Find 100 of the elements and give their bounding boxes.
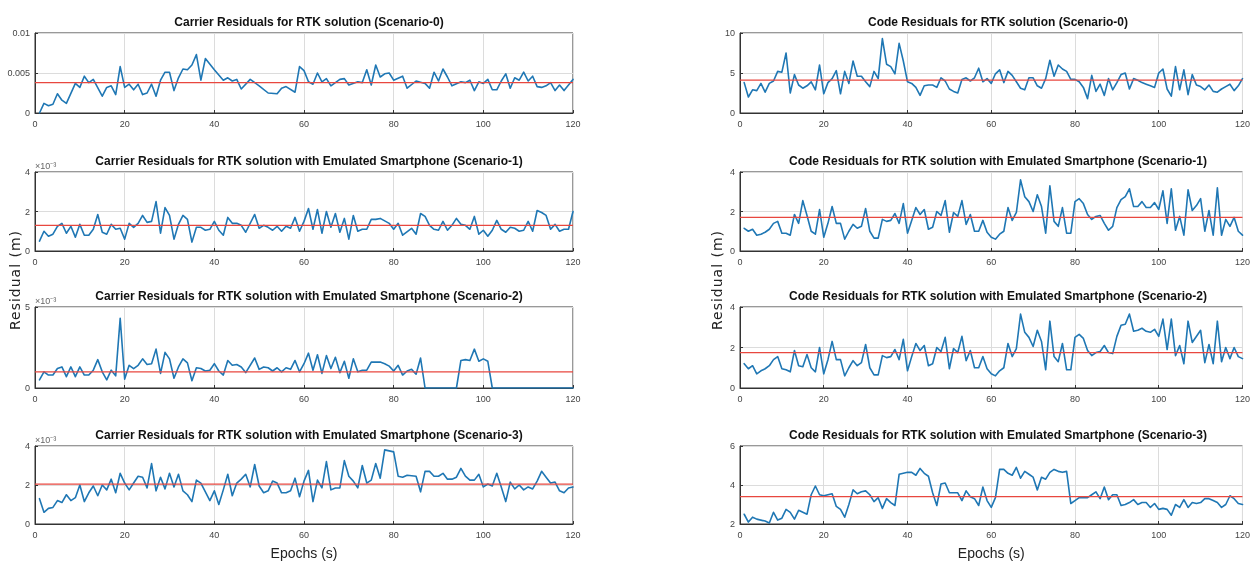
x-tick-label: 0 xyxy=(737,118,743,129)
x-tick-label: 20 xyxy=(119,256,130,267)
x-tick-label: 100 xyxy=(1151,393,1167,404)
y-tick-label: 0 xyxy=(24,383,30,393)
y-tick-label: 2 xyxy=(729,519,735,529)
x-tick-label: 120 xyxy=(565,393,581,404)
x-tick-label: 0 xyxy=(32,529,38,540)
x-tick-label: 60 xyxy=(986,393,997,404)
x-tick-label: 120 xyxy=(1234,393,1251,404)
text: ×10⁻³ xyxy=(35,434,57,445)
x-axis-title: Epochs (s) xyxy=(270,545,338,561)
x-tick-label: 40 xyxy=(902,393,913,404)
line-series xyxy=(743,466,1244,524)
x-tick-label: 20 xyxy=(119,118,130,129)
x-tick-label: 0 xyxy=(737,256,743,267)
x-tick-label: 0 xyxy=(737,529,743,540)
x-tick-label: 120 xyxy=(1234,529,1251,540)
x-tick-label: 0 xyxy=(737,393,743,404)
line-series xyxy=(743,313,1244,377)
chart-title: Code Residuals for RTK solution with Emulated Smartphone (Scenario-3) xyxy=(788,428,1208,442)
x-tick-label: 40 xyxy=(209,118,220,129)
chart-title: Carrier Residuals for RTK solution (Scenario-0) xyxy=(174,15,444,29)
y-tick-label: 0 xyxy=(24,519,30,529)
x-tick-label: 80 xyxy=(388,256,399,267)
y-tick-label: 0 xyxy=(729,383,735,393)
y-tick-label: 10 xyxy=(724,28,735,38)
chart-title: Code Residuals for RTK solution with Emulated Smartphone (Scenario-2) xyxy=(788,289,1208,303)
y-tick-label: 4 xyxy=(729,480,735,490)
text: ×10⁻³ xyxy=(35,295,57,306)
x-tick-label: 40 xyxy=(902,256,913,267)
x-tick-label: 100 xyxy=(475,118,491,129)
y-tick-label: 4 xyxy=(24,441,30,451)
x-tick-label: 60 xyxy=(298,529,310,540)
y-tick-label: 0.005 xyxy=(7,68,30,78)
y-tick-label: 2 xyxy=(729,342,735,353)
x-tick-label: 40 xyxy=(209,393,220,404)
x-tick-label: 20 xyxy=(119,529,130,540)
y-axis-title: Residual (m) xyxy=(7,229,23,331)
y-tick-label: 2 xyxy=(24,480,30,490)
line-series xyxy=(743,179,1244,240)
x-tick-label: 80 xyxy=(1069,529,1080,540)
x-tick-label: 100 xyxy=(475,529,491,540)
x-tick-label: 20 xyxy=(119,393,130,404)
x-tick-label: 100 xyxy=(1151,118,1167,129)
x-tick-label: 60 xyxy=(986,256,997,267)
chart-title: Carrier Residuals for RTK solution with Emulated Smartphone (Scenario-3) xyxy=(95,428,523,442)
x-tick-label: 40 xyxy=(209,256,220,267)
x-tick-label: 80 xyxy=(1069,393,1080,404)
x-tick-label: 60 xyxy=(986,529,997,540)
x-tick-label: 20 xyxy=(818,393,829,404)
y-tick-label: 2 xyxy=(24,206,30,217)
chart-title: Code Residuals for RTK solution (Scenario-0) xyxy=(867,15,1129,29)
x-tick-label: 20 xyxy=(818,529,829,540)
line-series xyxy=(38,317,574,389)
y-tick-label: 5 xyxy=(729,68,735,78)
x-tick-label: 20 xyxy=(818,118,829,129)
x-tick-label: 80 xyxy=(1069,118,1080,129)
x-tick-label: 40 xyxy=(902,118,913,129)
x-tick-label: 60 xyxy=(986,118,997,129)
x-tick-label: 120 xyxy=(565,256,581,267)
x-tick-label: 120 xyxy=(565,529,581,540)
x-tick-label: 80 xyxy=(388,118,399,129)
y-tick-label: 2 xyxy=(729,206,735,217)
x-tick-label: 80 xyxy=(388,393,399,404)
x-tick-label: 0 xyxy=(32,393,38,404)
x-tick-label: 100 xyxy=(475,393,491,404)
x-tick-label: 40 xyxy=(209,529,220,540)
x-tick-label: 60 xyxy=(298,393,310,404)
x-tick-label: 100 xyxy=(1151,529,1167,540)
x-tick-label: 80 xyxy=(1069,256,1080,267)
x-tick-label: 80 xyxy=(388,529,399,540)
x-tick-label: 120 xyxy=(1234,256,1251,267)
text: ×10⁻³ xyxy=(35,160,57,171)
y-tick-label: 0 xyxy=(729,246,735,256)
chart-title: Code Residuals for RTK solution with Emulated Smartphone (Scenario-1) xyxy=(788,154,1208,168)
line-series xyxy=(38,449,574,514)
y-axis-title: Residual (m) xyxy=(709,229,725,331)
x-tick-label: 0 xyxy=(32,118,38,129)
y-tick-label: 0 xyxy=(24,108,30,118)
chart-title: Carrier Residuals for RTK solution with Emulated Smartphone (Scenario-1) xyxy=(95,154,523,168)
y-tick-label: 4 xyxy=(729,302,735,312)
x-tick-label: 40 xyxy=(902,529,913,540)
x-tick-label: 100 xyxy=(475,256,491,267)
y-tick-label: 4 xyxy=(729,167,735,177)
x-tick-label: 0 xyxy=(32,256,38,267)
line-series xyxy=(38,200,574,243)
x-axis-title: Epochs (s) xyxy=(957,545,1025,561)
y-tick-label: 4 xyxy=(24,167,30,177)
y-tick-label: 6 xyxy=(729,441,735,451)
line-series xyxy=(38,53,574,114)
y-tick-label: 0 xyxy=(24,246,30,256)
y-tick-label: 5 xyxy=(24,302,30,312)
x-tick-label: 120 xyxy=(1234,118,1251,129)
x-tick-label: 20 xyxy=(818,256,829,267)
x-tick-label: 60 xyxy=(298,256,310,267)
x-tick-label: 100 xyxy=(1151,256,1167,267)
y-tick-label: 0 xyxy=(729,108,735,118)
line-series xyxy=(743,37,1244,100)
chart-title: Carrier Residuals for RTK solution with Emulated Smartphone (Scenario-2) xyxy=(95,289,523,303)
y-tick-label: 0.01 xyxy=(12,28,30,38)
